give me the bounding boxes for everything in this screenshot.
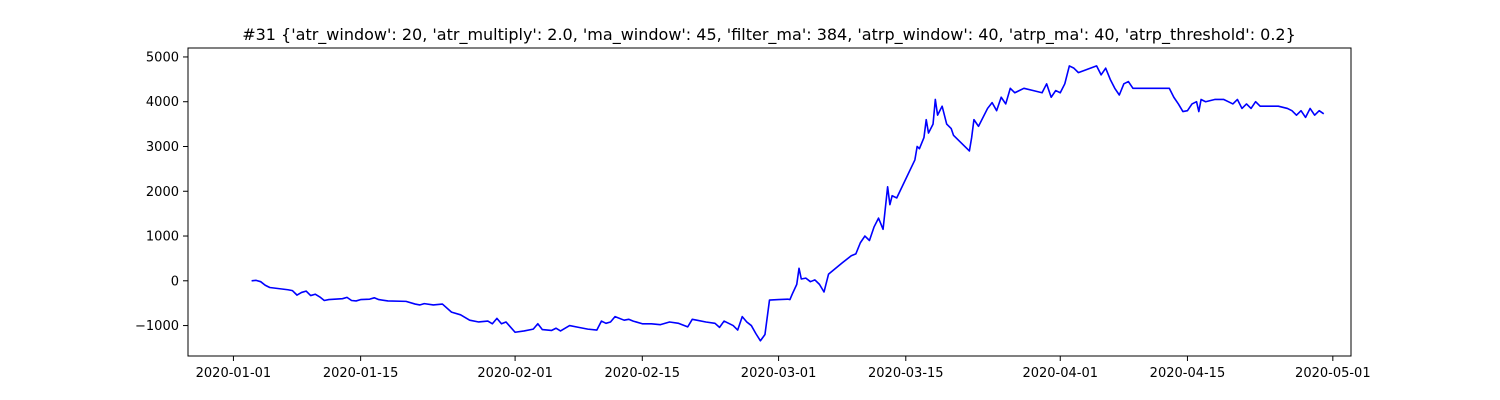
x-tick-label: 2020-04-15: [1150, 366, 1226, 381]
y-tick-label: 4000: [146, 95, 179, 110]
series-line: [251, 65, 1325, 342]
y-tick-label: 2000: [146, 185, 179, 200]
series-layer: [251, 65, 1325, 342]
chart-title: #31 {'atr_window': 20, 'atr_multiply': 2…: [242, 25, 1296, 45]
x-tick-label: 2020-02-15: [605, 366, 681, 381]
x-tick-label: 2020-03-15: [868, 366, 944, 381]
x-tick-label: 2020-04-01: [1022, 366, 1098, 381]
ticks-layer: 2020-01-01 2020-01-15 2020-02-01 2020-02-15…: [135, 50, 1371, 381]
y-tick-label: 5000: [146, 50, 179, 65]
plot-area: [188, 48, 1351, 356]
x-tick-label: 2020-02-01: [477, 366, 553, 381]
x-tick-label: 2020-01-15: [323, 366, 399, 381]
x-tick-label: 2020-03-01: [741, 366, 817, 381]
plot-frame: [187, 47, 1352, 357]
x-tick-label: 2020-01-01: [196, 366, 272, 381]
y-tick-label: 3000: [146, 140, 179, 155]
y-tick-label: 1000: [146, 230, 179, 245]
y-tick-label: 0: [171, 274, 179, 289]
x-tick-label: 2020-05-01: [1295, 366, 1371, 381]
y-tick-label: −1000: [135, 319, 179, 334]
